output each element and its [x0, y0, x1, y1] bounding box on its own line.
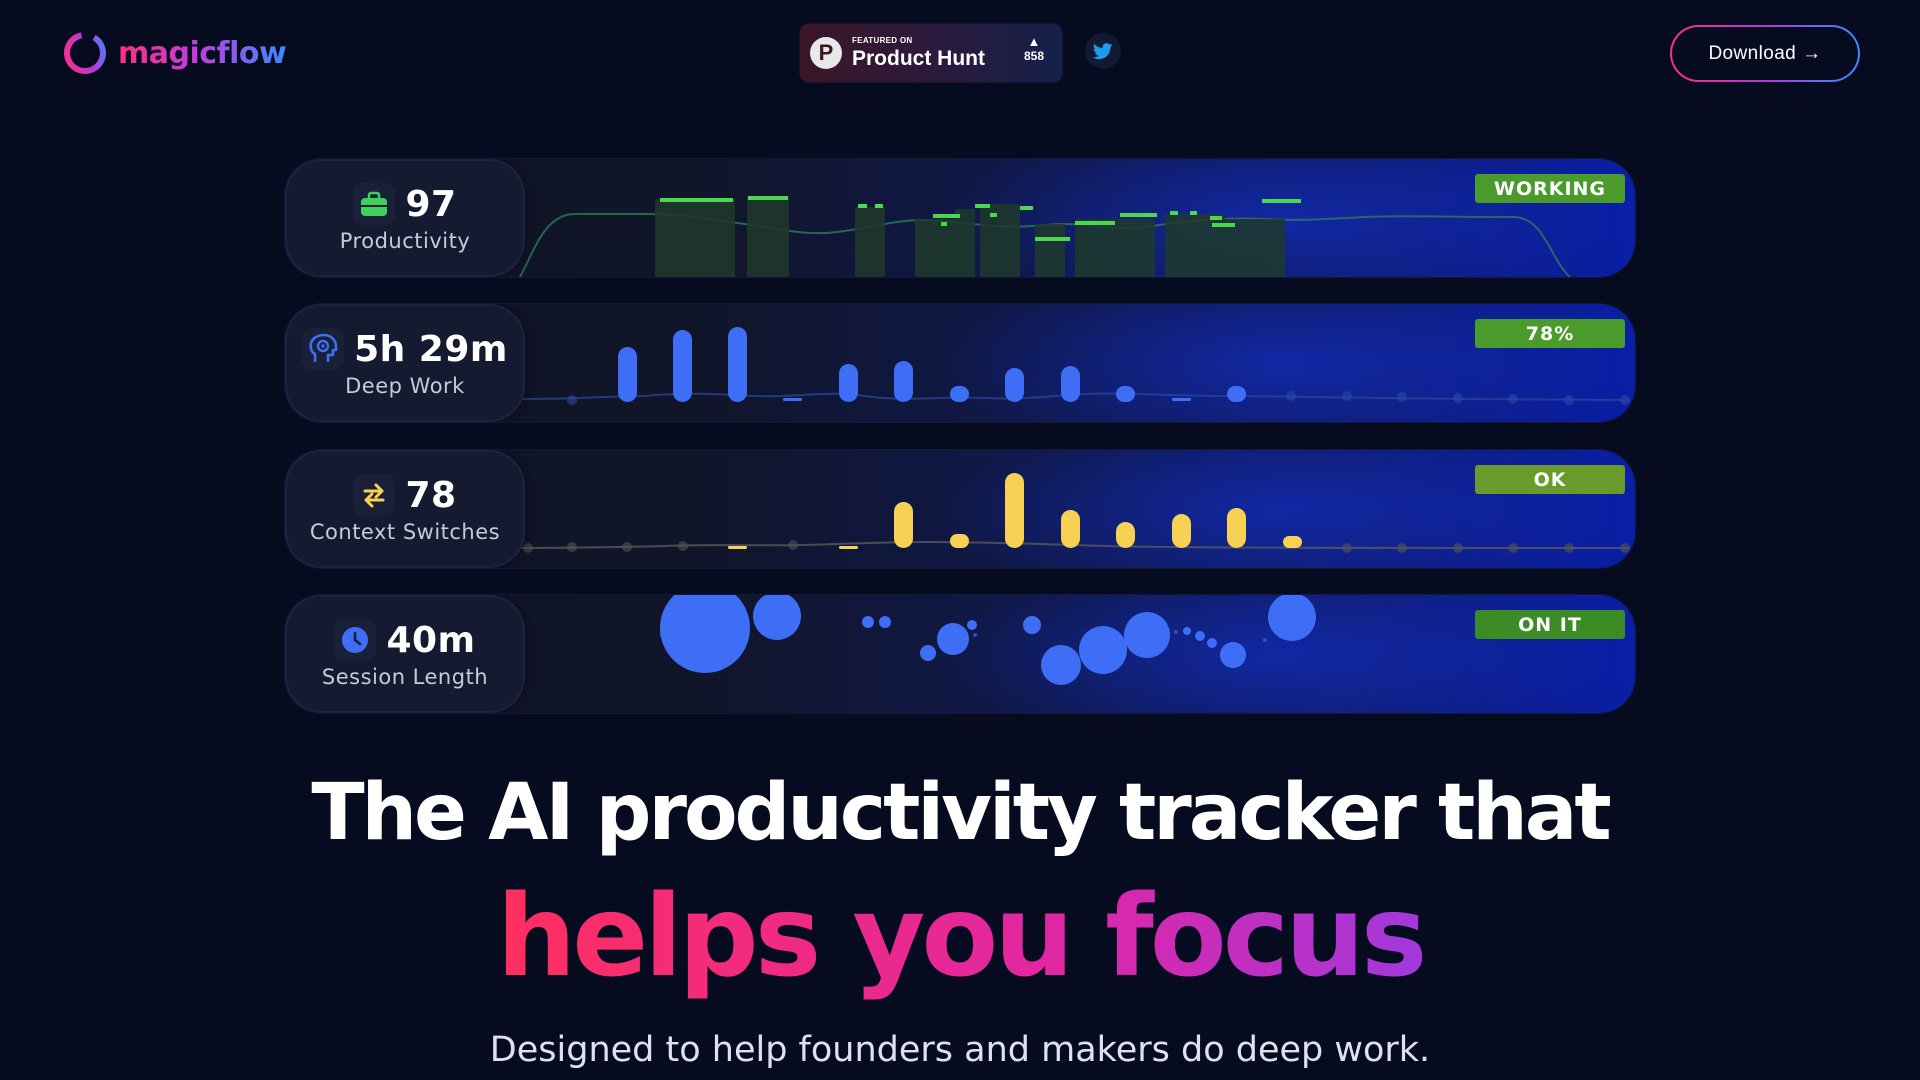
- arrow-right-icon: →: [1802, 42, 1822, 64]
- hero-highlight-text: helps you focus: [496, 872, 1427, 1002]
- deep-work-name: Deep Work: [345, 374, 465, 398]
- deep-work-value: 5h 29m: [354, 328, 508, 370]
- status-badge-working: WORKING: [1475, 174, 1625, 203]
- session-length-label-panel: 40m Session Length: [285, 595, 525, 713]
- clock-icon: [334, 619, 377, 661]
- hero-subtitle: Designed to help founders and makers do …: [489, 1030, 1431, 1070]
- product-hunt-featured-label: FEATURED ON: [852, 36, 913, 45]
- logo[interactable]: magicflow: [60, 28, 287, 78]
- context-switches-card: 78 Context Switches OK: [285, 450, 1635, 568]
- status-badge-percent: 78%: [1475, 319, 1625, 348]
- logo-ring-icon: [64, 32, 106, 74]
- download-label: Download: [1708, 42, 1797, 64]
- context-switches-name: Context Switches: [309, 520, 501, 544]
- status-badge-ok: OK: [1475, 465, 1625, 494]
- upvote-triangle-icon: ▲: [1027, 34, 1041, 49]
- logo-text: magicflow: [118, 35, 287, 71]
- head-icon: [302, 328, 345, 370]
- session-length-name: Session Length: [321, 665, 489, 689]
- swap-arrows-icon: [353, 474, 396, 516]
- product-hunt-badge[interactable]: P FEATURED ON Product Hunt ▲ 858: [800, 24, 1062, 82]
- twitter-icon: [1093, 42, 1113, 59]
- deep-work-card: 5h 29m Deep Work 78%: [285, 304, 1635, 422]
- session-length-chart: [660, 595, 1316, 685]
- productivity-label-panel: 97 Productivity: [285, 159, 525, 277]
- product-hunt-icon: P: [810, 37, 842, 69]
- hero-headline: The AI productivity tracker that: [311, 768, 1611, 858]
- context-switches-label-panel: 78 Context Switches: [285, 450, 525, 568]
- twitter-link[interactable]: [1085, 33, 1121, 69]
- deep-work-label-panel: 5h 29m Deep Work: [285, 304, 525, 422]
- session-length-card: 40m Session Length ON IT: [285, 595, 1635, 713]
- deep-work-chart: [519, 327, 1631, 405]
- product-hunt-name: Product Hunt: [852, 47, 985, 70]
- productivity-name: Productivity: [339, 229, 471, 253]
- context-switches-value: 78: [405, 474, 457, 516]
- context-switches-chart: [519, 473, 1631, 553]
- product-hunt-votes: 858: [1023, 48, 1044, 63]
- session-length-value: 40m: [386, 619, 476, 661]
- hero-highlight: helps you focus: [0, 872, 1920, 1002]
- status-badge-on-it: ON IT: [1475, 610, 1625, 639]
- download-button[interactable]: Download →: [1670, 25, 1860, 82]
- productivity-value: 97: [405, 183, 457, 225]
- productivity-chart: [519, 196, 1571, 277]
- productivity-card: 97 Productivity WORKING: [285, 159, 1635, 277]
- briefcase-icon: [353, 183, 396, 225]
